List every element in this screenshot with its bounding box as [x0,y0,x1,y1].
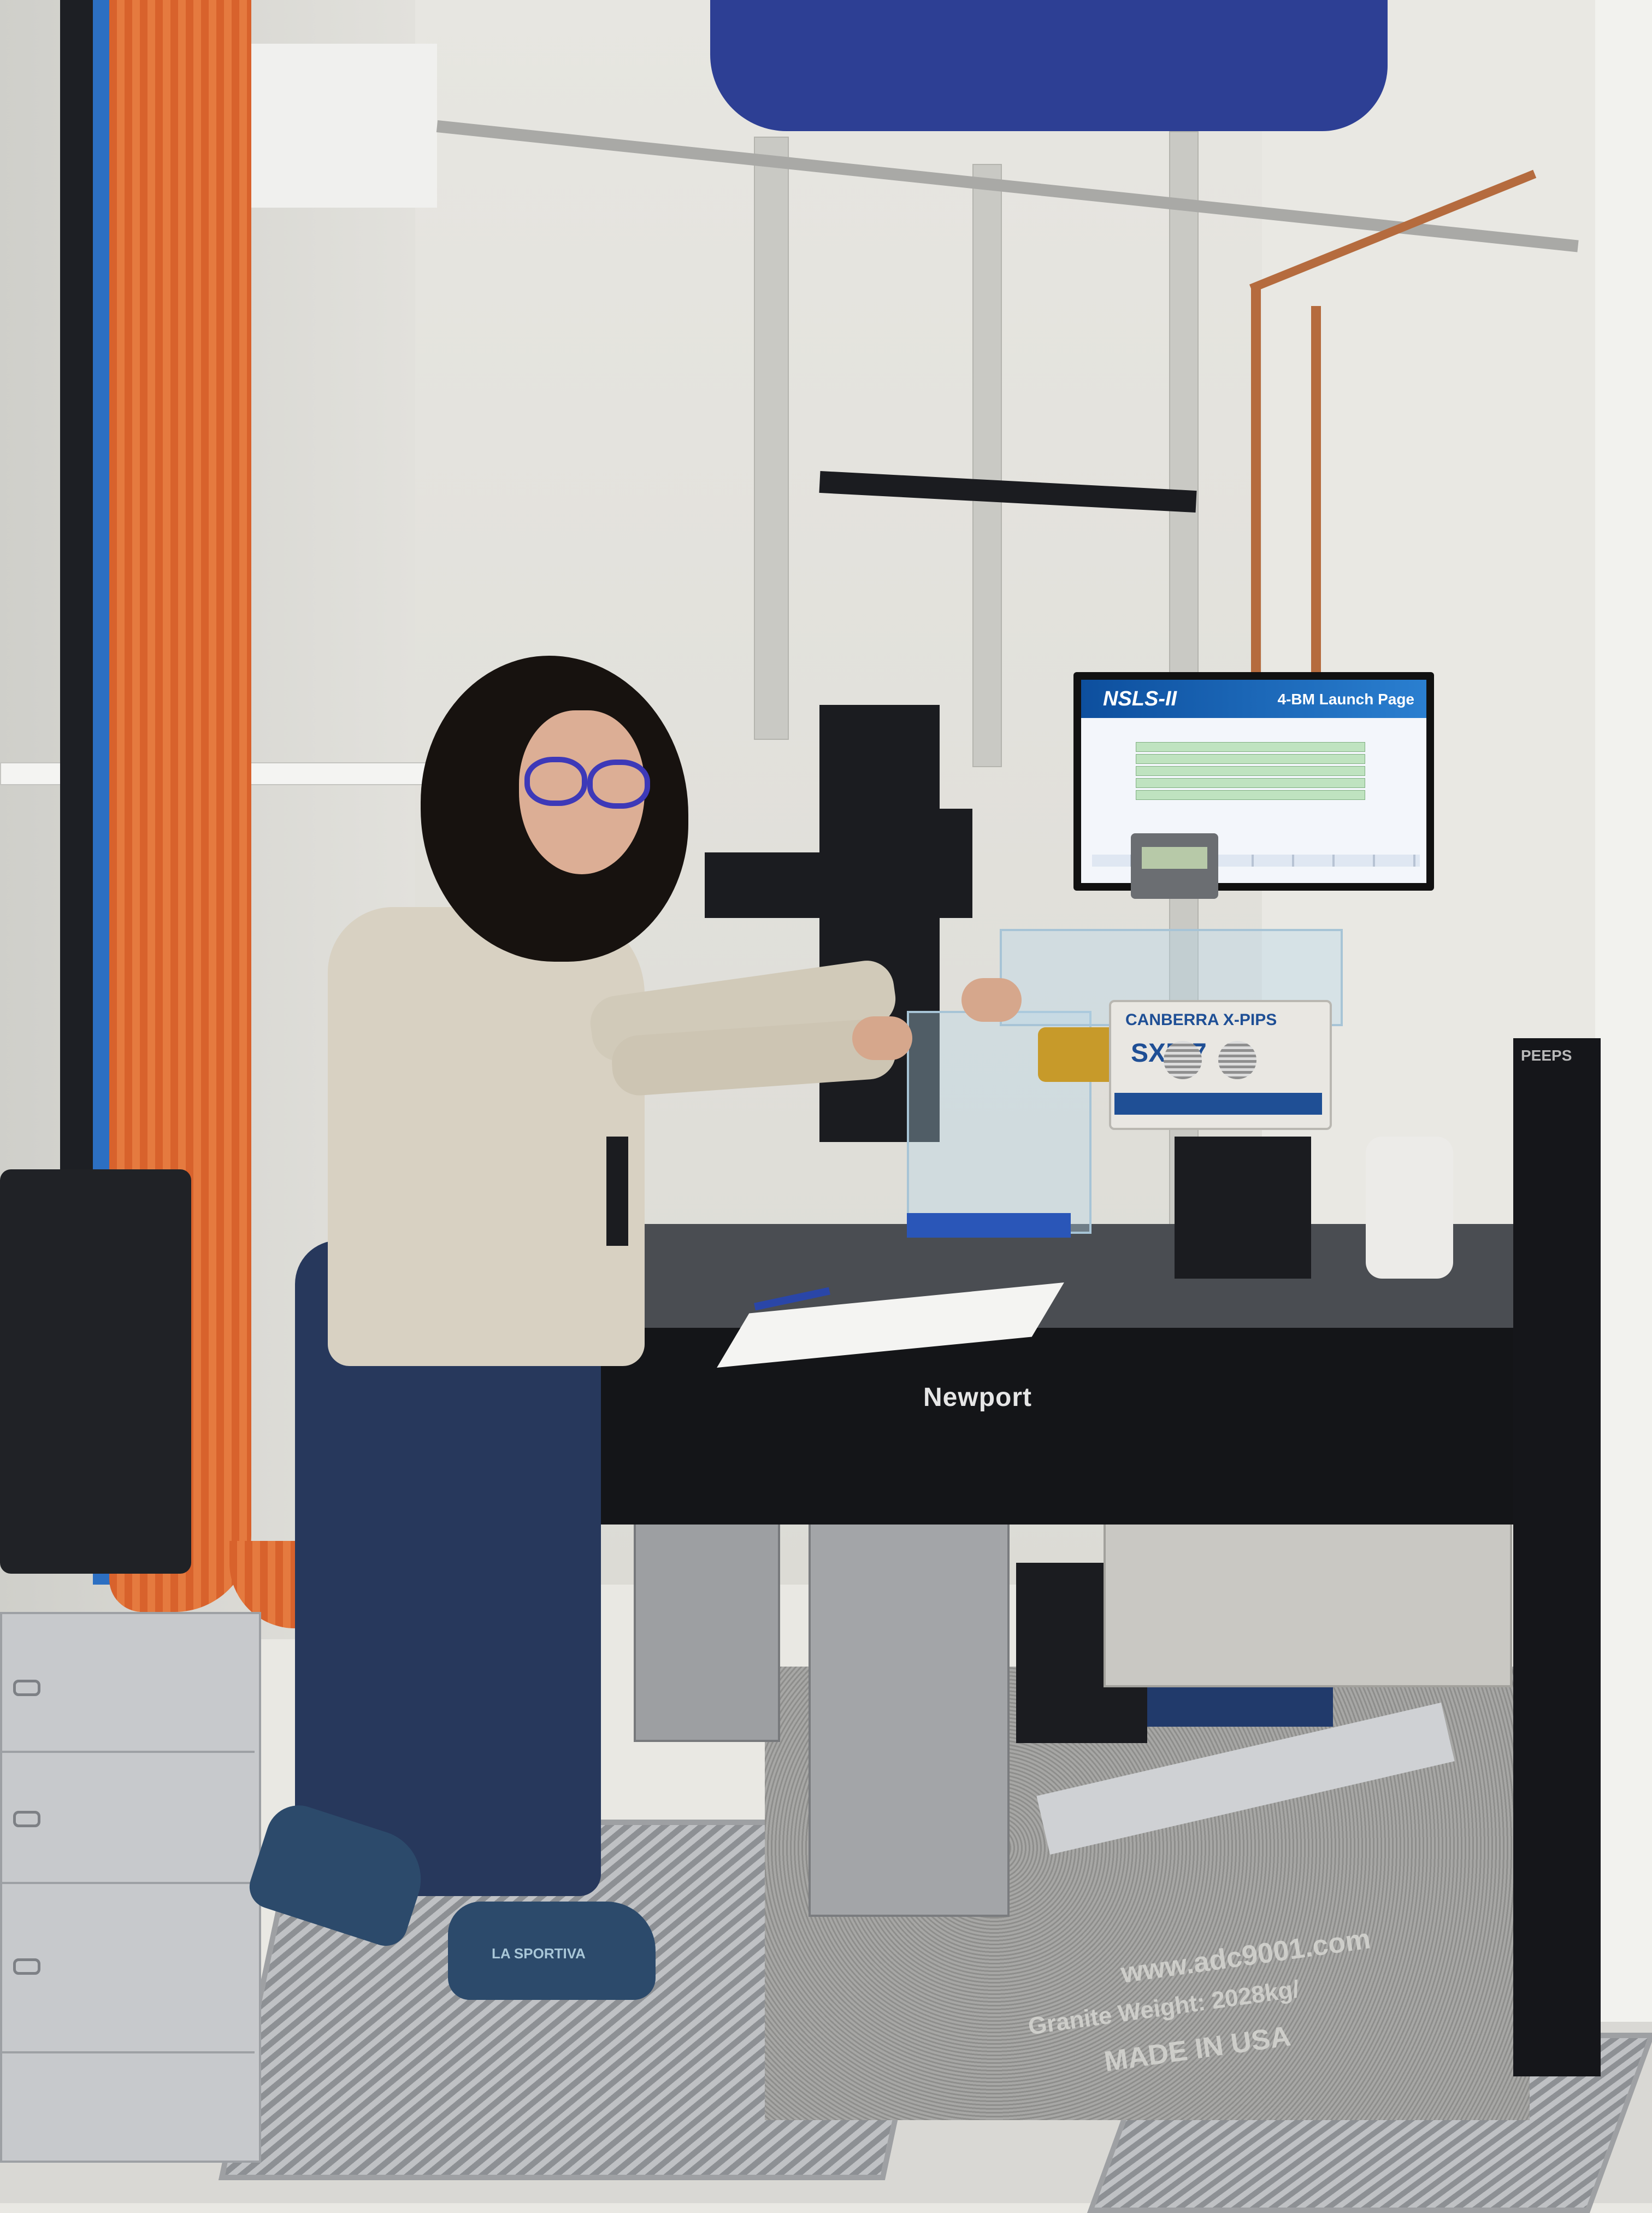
drawer-cabinet [0,1612,261,2163]
cabinet-drawer[interactable] [2,1756,255,1884]
motor-head [852,809,972,918]
drawer-handle[interactable] [13,1811,40,1827]
detector-stage [1175,1137,1311,1279]
launch-button[interactable] [1136,766,1365,776]
computer-monitor[interactable]: NSLS-II 4-BM Launch Page [1073,672,1434,891]
person-shirt [328,907,645,1366]
ceiling-duct [710,0,1388,131]
wall-panel-box [219,44,437,208]
support-leg [809,1508,1010,1917]
newport-label: Newport [923,1383,1032,1412]
granite-origin-text: MADE IN USA [1102,2020,1293,2078]
launch-page-title: 4-BM Launch Page [1277,691,1414,708]
wall-strut [754,137,789,740]
chair-back [0,1169,191,1574]
detector-stripe [1114,1093,1322,1115]
person-hand [852,1016,912,1060]
launch-button[interactable] [1136,778,1365,788]
launch-button[interactable] [1136,790,1365,800]
meter-display [1142,847,1207,869]
id-badge [606,1137,628,1246]
person-hand [961,978,1022,1022]
drawer-handle[interactable] [13,1680,40,1696]
detector-brand: CANBERRA X-PIPS [1125,1011,1277,1029]
chamber-base [907,1213,1071,1238]
screen-banner [1081,680,1426,718]
detector-fan-grille [1218,1041,1256,1079]
nsls-logo: NSLS-II [1103,687,1177,710]
equipment-rack: PEEPS [1513,1038,1601,2076]
shoe-brand: LA SPORTIVA [492,1945,586,1962]
granite-url-text: www.adc9001.com [1119,1923,1373,1990]
glasses-lens [524,757,587,806]
door-frame [1595,0,1652,2203]
beam-pipe-gold [1038,1027,1120,1082]
cabinet-drawer[interactable] [2,1887,255,2053]
wall-strut [972,164,1002,767]
launch-button[interactable] [1136,754,1365,764]
rack-label: PEEPS [1521,1047,1572,1064]
copper-pipe [1251,284,1261,683]
drawer-handle[interactable] [13,1958,40,1975]
robot-arm [1366,1137,1453,1279]
right-shoe: LA SPORTIVA [448,1902,656,2000]
detector-fan-grille [1164,1041,1202,1079]
glasses-lens [587,760,650,809]
launch-button[interactable] [1136,742,1365,752]
copper-pipe [1311,306,1321,678]
launch-button-grid[interactable] [1136,740,1365,822]
black-cable-bundle [60,0,98,1175]
cabinet-drawer[interactable] [2,1625,255,1753]
optical-table-edge [579,1328,1519,1525]
